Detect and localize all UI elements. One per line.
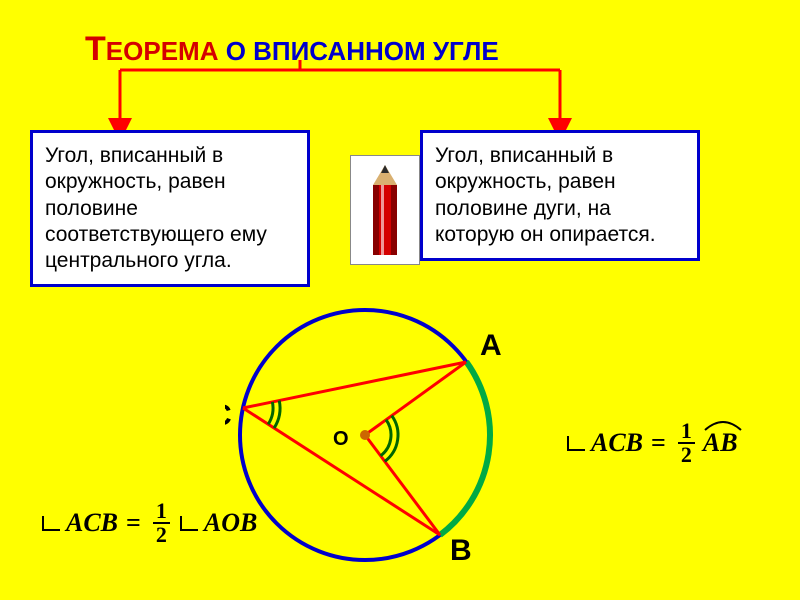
theorem-box-right: Угол, вписанный в окружность, равен поло… bbox=[420, 130, 700, 261]
frac-num: 1 bbox=[678, 420, 695, 444]
formula-central-angle: ACB = 1 2 AOB bbox=[40, 500, 257, 546]
box-left-text: Угол, вписанный в окружность, равен поло… bbox=[45, 144, 267, 272]
formula-left-eq: = bbox=[126, 508, 141, 538]
svg-text:O: O bbox=[333, 428, 349, 450]
fraction: 1 2 bbox=[678, 420, 695, 466]
frac-den: 2 bbox=[153, 524, 170, 546]
angle-icon bbox=[565, 433, 587, 453]
fraction: 1 2 bbox=[153, 500, 170, 546]
svg-text:A: A bbox=[480, 329, 502, 362]
angle-icon bbox=[178, 513, 200, 533]
angle-icon bbox=[40, 513, 62, 533]
frac-den: 2 bbox=[678, 444, 695, 466]
theorem-box-left: Угол, вписанный в окружность, равен поло… bbox=[30, 130, 310, 287]
formula-right-eq: = bbox=[651, 428, 666, 458]
formula-left-angle2: AOB bbox=[204, 508, 257, 538]
svg-text:B: B bbox=[450, 534, 472, 567]
box-right-text: Угол, вписанный в окружность, равен поло… bbox=[435, 144, 656, 246]
title-arrows bbox=[0, 60, 800, 140]
arc-symbol: AB bbox=[703, 428, 738, 458]
formula-right-arc: AB bbox=[703, 428, 738, 458]
svg-text:C: C bbox=[225, 399, 232, 432]
frac-num: 1 bbox=[153, 500, 170, 524]
formula-left-angle1: ACB bbox=[66, 508, 118, 538]
formula-right-angle1: ACB bbox=[591, 428, 643, 458]
circle-diagram: A B C O bbox=[225, 290, 535, 590]
formula-arc: ACB = 1 2 AB bbox=[565, 420, 738, 466]
pencil-image bbox=[350, 155, 420, 265]
